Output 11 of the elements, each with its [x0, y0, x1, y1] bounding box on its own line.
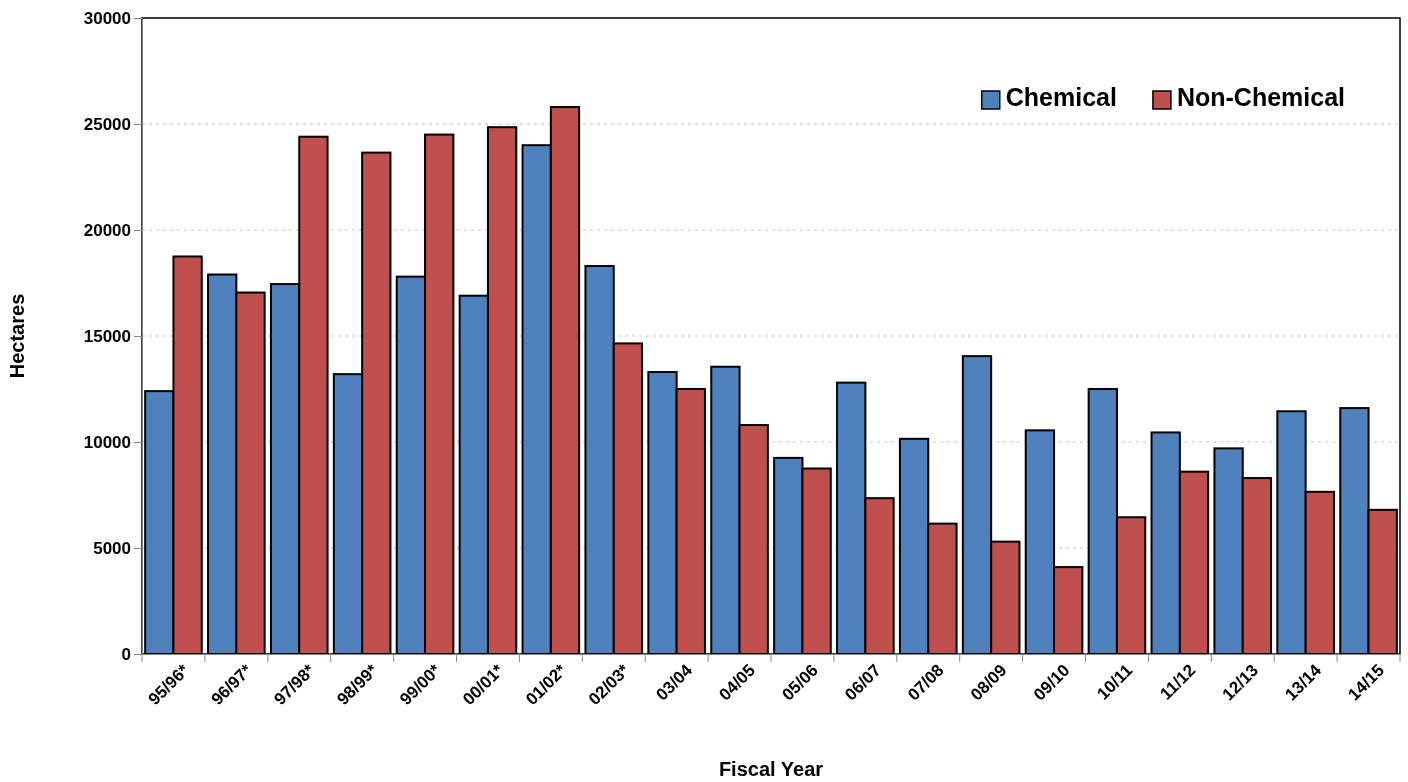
legend-label: Chemical	[1005, 83, 1117, 111]
y-tick-label: 20000	[83, 220, 131, 240]
y-axis-title: Hectares	[6, 293, 28, 379]
y-tick-label: 25000	[83, 114, 131, 134]
y-tick-label: 30000	[83, 8, 131, 28]
x-axis-title: Fiscal Year	[718, 758, 824, 780]
y-tick-label: 15000	[83, 326, 131, 346]
legend-label: Non-Chemical	[1176, 83, 1345, 111]
y-tick-label: 10000	[83, 432, 131, 452]
y-tick-label: 5000	[93, 538, 131, 558]
y-tick-label: 0	[121, 644, 131, 664]
